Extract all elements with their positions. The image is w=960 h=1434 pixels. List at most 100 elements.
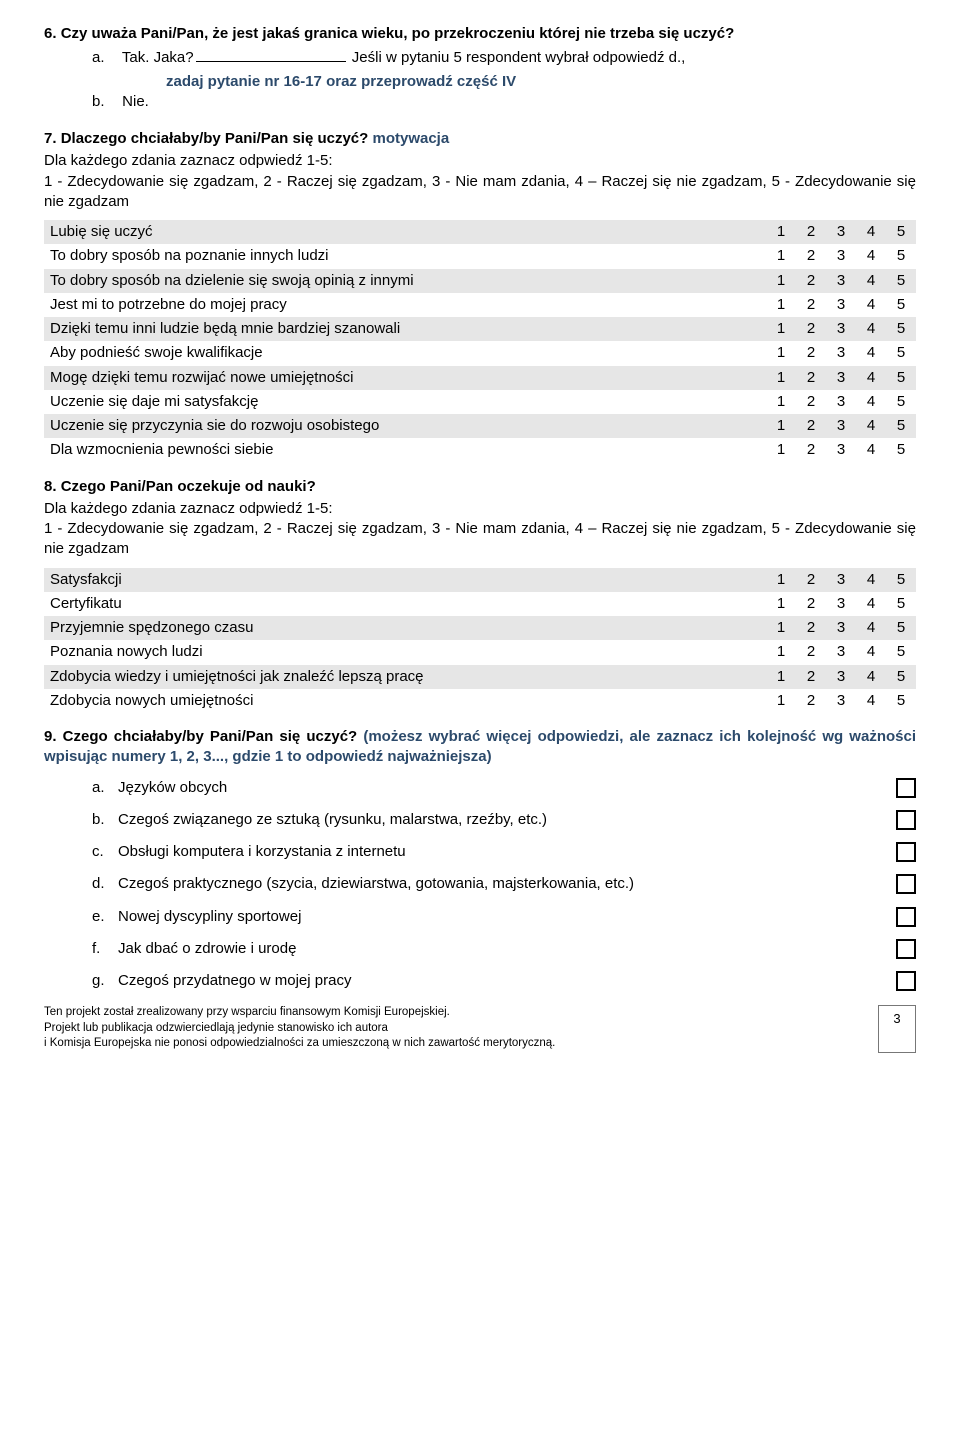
table-row: Dla wzmocnienia pewności siebie12345: [44, 438, 916, 462]
likert-cell[interactable]: 1: [766, 665, 796, 689]
likert-cell[interactable]: 2: [796, 317, 826, 341]
likert-cell[interactable]: 4: [856, 317, 886, 341]
likert-cell[interactable]: 5: [886, 269, 916, 293]
likert-cell[interactable]: 3: [826, 568, 856, 592]
likert-cell[interactable]: 2: [796, 640, 826, 664]
page-footer: Ten projekt został zrealizowany przy wsp…: [44, 1005, 916, 1053]
likert-cell[interactable]: 2: [796, 592, 826, 616]
likert-cell[interactable]: 4: [856, 220, 886, 244]
likert-cell[interactable]: 5: [886, 390, 916, 414]
checkbox[interactable]: [896, 907, 916, 927]
footer-line2: Projekt lub publikacja odzwierciedlają j…: [44, 1021, 862, 1037]
likert-cell[interactable]: 4: [856, 592, 886, 616]
likert-cell[interactable]: 2: [796, 390, 826, 414]
likert-cell[interactable]: 4: [856, 244, 886, 268]
likert-cell[interactable]: 5: [886, 665, 916, 689]
q7-instr2: 1 - Zdecydowanie się zgadzam, 2 - Raczej…: [44, 172, 916, 213]
likert-cell[interactable]: 4: [856, 568, 886, 592]
likert-cell[interactable]: 1: [766, 341, 796, 365]
likert-cell[interactable]: 5: [886, 616, 916, 640]
likert-cell[interactable]: 3: [826, 414, 856, 438]
likert-cell[interactable]: 5: [886, 341, 916, 365]
likert-cell[interactable]: 5: [886, 293, 916, 317]
q6-option-b[interactable]: b. Nie.: [92, 92, 916, 112]
likert-cell[interactable]: 5: [886, 592, 916, 616]
likert-cell[interactable]: 2: [796, 689, 826, 713]
likert-cell[interactable]: 5: [886, 568, 916, 592]
likert-cell[interactable]: 4: [856, 414, 886, 438]
likert-cell[interactable]: 1: [766, 568, 796, 592]
likert-cell[interactable]: 4: [856, 665, 886, 689]
likert-cell[interactable]: 3: [826, 616, 856, 640]
likert-cell[interactable]: 3: [826, 317, 856, 341]
likert-cell[interactable]: 2: [796, 244, 826, 268]
checkbox[interactable]: [896, 874, 916, 894]
likert-cell[interactable]: 3: [826, 341, 856, 365]
table-row: Poznania nowych ludzi12345: [44, 640, 916, 664]
likert-cell[interactable]: 2: [796, 568, 826, 592]
likert-cell[interactable]: 2: [796, 414, 826, 438]
likert-cell[interactable]: 3: [826, 689, 856, 713]
likert-cell[interactable]: 2: [796, 269, 826, 293]
likert-cell[interactable]: 1: [766, 220, 796, 244]
likert-cell[interactable]: 2: [796, 616, 826, 640]
likert-cell[interactable]: 4: [856, 269, 886, 293]
table-row: Lubię się uczyć12345: [44, 220, 916, 244]
q6a-blank[interactable]: [196, 61, 346, 62]
likert-cell[interactable]: 3: [826, 293, 856, 317]
likert-cell[interactable]: 1: [766, 366, 796, 390]
likert-cell[interactable]: 4: [856, 616, 886, 640]
likert-cell[interactable]: 3: [826, 390, 856, 414]
likert-cell[interactable]: 1: [766, 616, 796, 640]
likert-cell[interactable]: 1: [766, 414, 796, 438]
likert-cell[interactable]: 4: [856, 341, 886, 365]
option-letter: e.: [92, 907, 118, 927]
likert-cell[interactable]: 3: [826, 366, 856, 390]
likert-cell[interactable]: 4: [856, 390, 886, 414]
checkbox[interactable]: [896, 810, 916, 830]
likert-cell[interactable]: 5: [886, 220, 916, 244]
likert-cell[interactable]: 1: [766, 317, 796, 341]
q6-option-a[interactable]: a. Tak. Jaka? Jeśli w pytaniu 5 responde…: [92, 48, 916, 68]
likert-cell[interactable]: 1: [766, 640, 796, 664]
likert-cell[interactable]: 1: [766, 390, 796, 414]
likert-cell[interactable]: 4: [856, 689, 886, 713]
likert-cell[interactable]: 4: [856, 438, 886, 462]
likert-cell[interactable]: 5: [886, 438, 916, 462]
question-6: 6. Czy uważa Pani/Pan, że jest jakaś gra…: [44, 24, 916, 44]
likert-cell[interactable]: 3: [826, 220, 856, 244]
checkbox[interactable]: [896, 971, 916, 991]
likert-cell[interactable]: 5: [886, 689, 916, 713]
q7-title: Dlaczego chciałaby/by Pani/Pan się uczyć…: [61, 130, 369, 147]
likert-cell[interactable]: 4: [856, 366, 886, 390]
likert-cell[interactable]: 1: [766, 293, 796, 317]
checkbox[interactable]: [896, 842, 916, 862]
likert-cell[interactable]: 3: [826, 665, 856, 689]
likert-cell[interactable]: 3: [826, 640, 856, 664]
likert-cell[interactable]: 5: [886, 414, 916, 438]
likert-cell[interactable]: 2: [796, 438, 826, 462]
checkbox[interactable]: [896, 778, 916, 798]
likert-cell[interactable]: 2: [796, 220, 826, 244]
likert-cell[interactable]: 4: [856, 640, 886, 664]
q9-option: d.Czegoś praktycznego (szycia, dziewiars…: [92, 874, 916, 894]
checkbox[interactable]: [896, 939, 916, 959]
likert-cell[interactable]: 1: [766, 592, 796, 616]
likert-cell[interactable]: 1: [766, 244, 796, 268]
likert-cell[interactable]: 1: [766, 438, 796, 462]
likert-cell[interactable]: 3: [826, 269, 856, 293]
likert-cell[interactable]: 3: [826, 244, 856, 268]
likert-cell[interactable]: 1: [766, 689, 796, 713]
likert-cell[interactable]: 5: [886, 640, 916, 664]
likert-cell[interactable]: 5: [886, 317, 916, 341]
likert-cell[interactable]: 5: [886, 366, 916, 390]
likert-cell[interactable]: 2: [796, 341, 826, 365]
likert-cell[interactable]: 3: [826, 592, 856, 616]
likert-cell[interactable]: 2: [796, 366, 826, 390]
likert-cell[interactable]: 4: [856, 293, 886, 317]
likert-cell[interactable]: 3: [826, 438, 856, 462]
likert-cell[interactable]: 1: [766, 269, 796, 293]
likert-cell[interactable]: 2: [796, 293, 826, 317]
likert-cell[interactable]: 5: [886, 244, 916, 268]
likert-cell[interactable]: 2: [796, 665, 826, 689]
